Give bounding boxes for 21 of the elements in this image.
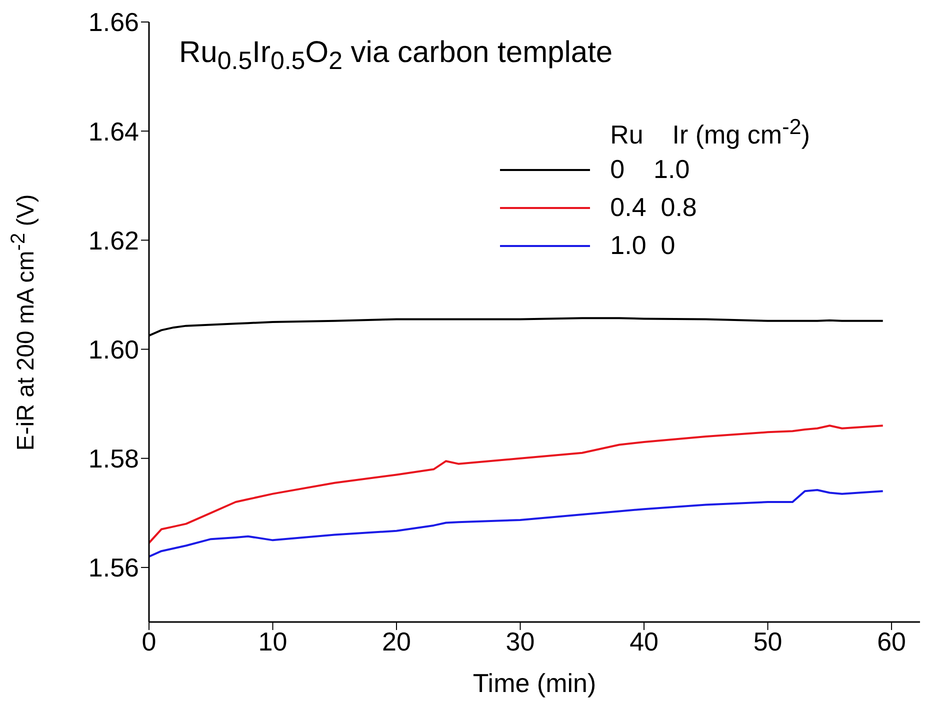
text: Ru$_{0.5}$Ir$_{0.5}$O$_{2}$ via carbon template xyxy=(179,36,613,76)
legend-title: Ru Ir (mg cm$^{-2}$) xyxy=(610,114,810,151)
x-tick-label: 20 xyxy=(382,626,411,656)
x-axis-title: Time (min) xyxy=(472,668,598,699)
x-tick-label: 40 xyxy=(630,626,658,656)
x-tick-label: 30 xyxy=(506,626,535,656)
y-tick-label: 1.64 xyxy=(88,116,139,146)
x-tick-label: 0 xyxy=(142,626,156,656)
line-series xyxy=(149,424,884,544)
x-tick-label: 50 xyxy=(753,626,782,656)
y-tick-label: 1.58 xyxy=(88,444,139,474)
legend-label: 0.4 0.8 xyxy=(610,192,697,224)
legend-label: 1.0 0 xyxy=(610,230,676,262)
y-tick-label: 1.60 xyxy=(88,334,139,365)
line-series xyxy=(149,489,884,558)
y-tick-label: 1.56 xyxy=(88,552,139,583)
y-tick-label: 1.62 xyxy=(88,225,139,256)
y-tick-label: 1.66 xyxy=(88,7,139,38)
legend-label: 0 1.0 xyxy=(610,154,690,186)
x-tick-label: 10 xyxy=(258,626,288,656)
x-tick-label: 60 xyxy=(877,626,906,656)
